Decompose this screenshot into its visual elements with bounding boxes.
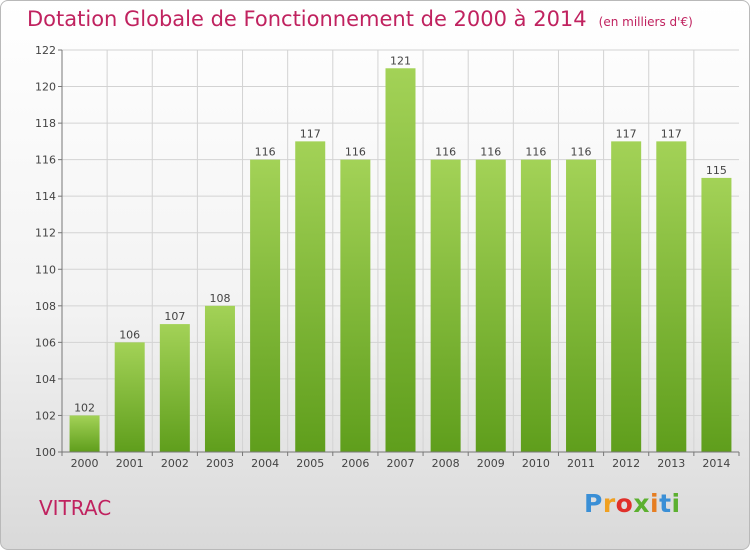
y-tick-label: 106 <box>35 336 56 349</box>
y-tick-label: 122 <box>35 44 56 57</box>
y-tick-label: 108 <box>35 300 56 313</box>
labels: 100 102 104 106 108 110 112 114 116 118 120 122 102 2… <box>35 44 730 470</box>
bar <box>295 141 326 452</box>
bar <box>520 159 551 453</box>
x-tick-label: 2011 <box>567 457 595 470</box>
y-tick-label: 116 <box>35 154 56 167</box>
bar <box>340 159 371 453</box>
y-tick-label: 120 <box>35 81 56 94</box>
x-tick-label: 2013 <box>657 457 685 470</box>
bar <box>430 159 461 453</box>
data-label: 117 <box>616 127 637 140</box>
y-tick-label: 102 <box>35 409 56 422</box>
logo-letter: t <box>659 489 672 518</box>
bar <box>701 177 732 452</box>
bar <box>385 68 416 452</box>
bar <box>611 141 642 452</box>
x-tick-label: 2009 <box>477 457 505 470</box>
x-tick-label: 2002 <box>161 457 189 470</box>
logo-letter: P <box>584 489 603 518</box>
y-tick-label: 104 <box>35 373 56 386</box>
x-tick-label: 2006 <box>341 457 369 470</box>
bar <box>204 305 235 452</box>
axes <box>58 49 740 456</box>
logo-letter: x <box>633 489 650 518</box>
bar <box>159 324 190 452</box>
data-label: 116 <box>480 146 501 159</box>
logo-letter: i <box>671 489 681 518</box>
proxiti-logo[interactable]: Proxiti <box>584 489 681 518</box>
bar <box>114 342 145 452</box>
x-tick-label: 2007 <box>387 457 415 470</box>
x-tick-label: 2001 <box>116 457 144 470</box>
y-tick-label: 100 <box>35 446 56 459</box>
x-tick-label: 2008 <box>432 457 460 470</box>
logo-letter: o <box>615 489 634 518</box>
data-label: 116 <box>255 146 276 159</box>
chart-title: Dotation Globale de Fonctionnement de 20… <box>27 7 693 31</box>
bars <box>69 68 732 453</box>
y-tick-label: 114 <box>35 190 56 203</box>
logo-letter: r <box>602 489 616 518</box>
data-label: 117 <box>300 127 321 140</box>
y-tick-label: 110 <box>35 263 56 276</box>
y-tick-label: 112 <box>35 227 56 240</box>
bar <box>69 415 100 452</box>
x-tick-label: 2000 <box>71 457 99 470</box>
x-tick-label: 2010 <box>522 457 550 470</box>
data-label: 116 <box>435 146 456 159</box>
x-tick-label: 2003 <box>206 457 234 470</box>
x-tick-label: 2005 <box>296 457 324 470</box>
data-label: 108 <box>209 292 230 305</box>
data-label: 106 <box>119 328 140 341</box>
data-label: 107 <box>164 310 185 323</box>
bar <box>656 141 687 452</box>
data-label: 102 <box>74 401 95 414</box>
bar <box>566 159 597 453</box>
data-label: 116 <box>345 146 366 159</box>
x-tick-label: 2004 <box>251 457 279 470</box>
x-tick-label: 2012 <box>612 457 640 470</box>
chart-subtitle: (en milliers d'€) <box>598 15 693 29</box>
bar <box>250 159 281 453</box>
y-tick-label: 118 <box>35 117 56 130</box>
data-label: 116 <box>571 146 592 159</box>
logo-letter: i <box>650 489 660 518</box>
place-name: VITRAC <box>39 496 112 520</box>
bar <box>475 159 506 453</box>
x-tick-label: 2014 <box>702 457 730 470</box>
data-label: 121 <box>390 54 411 67</box>
chart-title-text: Dotation Globale de Fonctionnement de 20… <box>27 7 587 31</box>
data-label: 117 <box>661 127 682 140</box>
data-label: 116 <box>525 146 546 159</box>
data-label: 115 <box>706 164 727 177</box>
